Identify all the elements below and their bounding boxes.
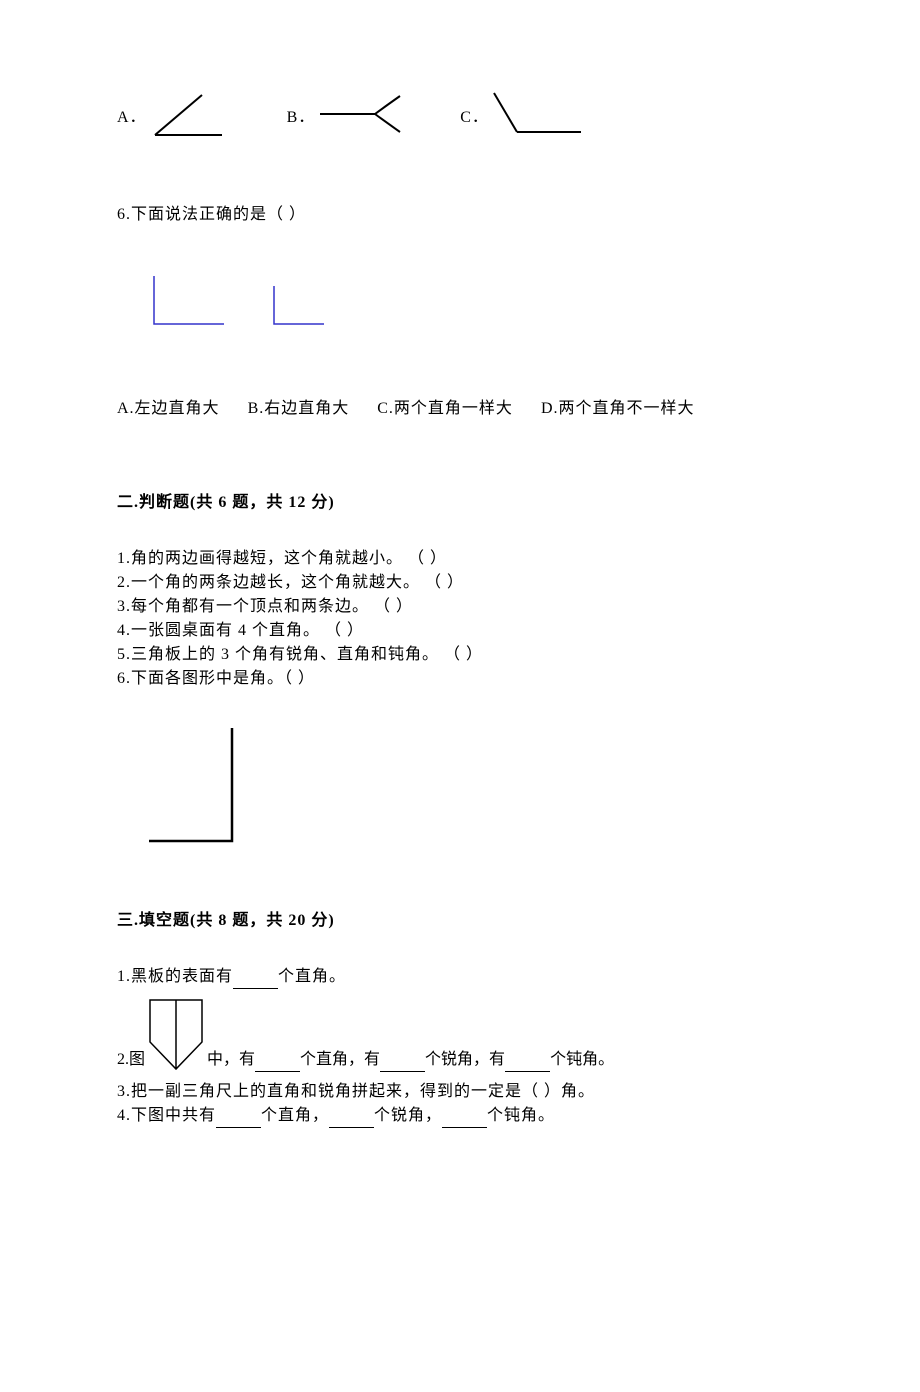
fb-item-2: 2.图 中，有 个直角，有 个锐角，有 个钝角。 <box>117 997 840 1072</box>
fb-q4-pre: 4.下图中共有 <box>117 1107 216 1124</box>
tf-item: 4.一张圆桌面有 4 个直角。 （ ） <box>117 619 840 643</box>
q5-angle-a-icon <box>147 90 232 140</box>
fb-q2-mid2: 个直角，有 <box>300 1048 380 1072</box>
tf-item: 3.每个角都有一个顶点和两条边。 （ ） <box>117 595 840 619</box>
right-angle-bottom-right-icon <box>147 726 237 846</box>
section2-header: 二.判断题(共 6 题，共 12 分) <box>117 488 840 512</box>
section3-list: 1.黑板的表面有个直角。 2.图 中，有个直角，有个锐角，有个钝角。 3.把一副… <box>117 965 840 1128</box>
q6-right-angle-1-icon <box>152 274 227 329</box>
q5-option-a-label: A． <box>117 103 147 127</box>
q6-text: 6.下面说法正确的是（ ） <box>117 200 840 224</box>
q6-option-c: C.两个直角一样大 <box>377 394 513 418</box>
q5-angle-c-icon <box>489 90 584 140</box>
q6-option-d: D.两个直角不一样大 <box>541 394 695 418</box>
tf-item: 1.角的两边画得越短，这个角就越小。 （ ） <box>117 547 840 571</box>
q6-right-angle-2-icon <box>272 284 327 329</box>
blank <box>505 1056 550 1072</box>
blank <box>233 973 278 989</box>
fb-q2-pre: 2.图 <box>117 1048 145 1072</box>
q5-option-b-label: B． <box>287 103 316 127</box>
fb-item-4: 4.下图中共有 个直角， 个锐角， 个钝角。 <box>117 1104 840 1128</box>
q5-angle-b-icon <box>315 90 405 140</box>
fb-q4-post: 个钝角。 <box>487 1107 555 1124</box>
section2-list: 1.角的两边画得越短，这个角就越小。 （ ） 2.一个角的两条边越长，这个角就越… <box>117 547 840 691</box>
q6-option-a: A.左边直角大 <box>117 394 220 418</box>
fb-item-1: 1.黑板的表面有 个直角。 <box>117 965 840 989</box>
fb-item-3: 3.把一副三角尺上的直角和锐角拼起来，得到的一定是（ ）角。 <box>117 1080 840 1104</box>
q5-options-row: A． B． C． <box>117 90 840 140</box>
blank <box>216 1112 261 1128</box>
blank <box>380 1056 425 1072</box>
fb-q2-mid3: 个锐角，有 <box>425 1048 505 1072</box>
tf-item: 2.一个角的两条边越长，这个角就越大。 （ ） <box>117 571 840 595</box>
q6-figures <box>152 274 840 329</box>
fb-q4-mid1: 个直角， <box>261 1107 329 1124</box>
q6-options-row: A.左边直角大 B.右边直角大 C.两个直角一样大 D.两个直角不一样大 <box>117 394 840 418</box>
tf-item: 6.下面各图形中是角。（ ） <box>117 667 840 691</box>
blank <box>255 1056 300 1072</box>
fb-q4-mid2: 个锐角， <box>374 1107 442 1124</box>
blank <box>329 1112 374 1128</box>
section2-q6-figure <box>147 726 840 851</box>
tf-item: 5.三角板上的 3 个角有锐角、直角和钝角。 （ ） <box>117 643 840 667</box>
fb-q2-mid1: 中，有 <box>207 1048 255 1072</box>
fb-q1-pre: 1.黑板的表面有 <box>117 968 233 985</box>
pentagon-shape-icon <box>147 997 205 1072</box>
q6-option-b: B.右边直角大 <box>248 394 350 418</box>
section3-header: 三.填空题(共 8 题，共 20 分) <box>117 906 840 930</box>
blank <box>442 1112 487 1128</box>
fb-q2-post: 个钝角。 <box>550 1048 614 1072</box>
fb-q1-post: 个直角。 <box>278 968 346 985</box>
q5-option-c-label: C． <box>460 103 489 127</box>
